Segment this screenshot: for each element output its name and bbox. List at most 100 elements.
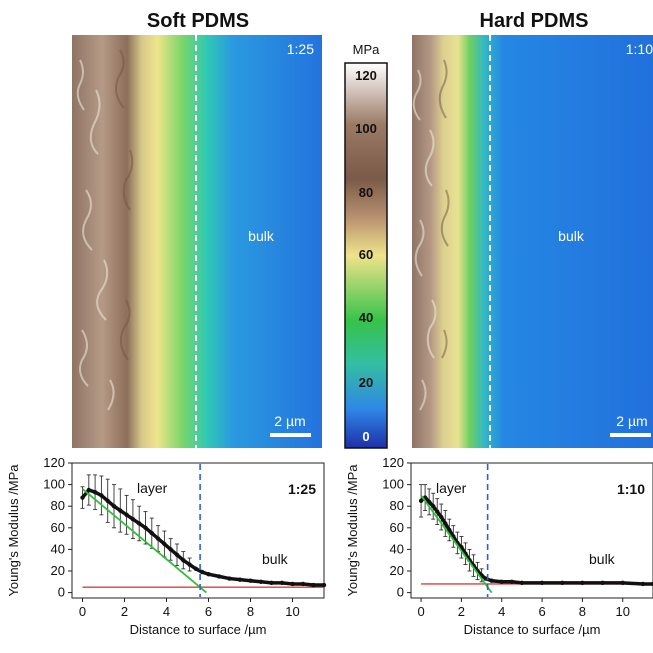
data-point [181,558,186,563]
x-tick-label: 8 [247,604,254,619]
data-point [200,569,205,575]
y-tick-label: 40 [51,541,65,556]
data-point [187,562,192,567]
x-tick-label: 2 [121,604,128,619]
plot-frame [71,462,325,599]
x-tick-label: 2 [458,604,465,619]
data-point [435,509,440,514]
data-point [143,525,148,530]
data-point [92,489,98,495]
y-tick-label: 20 [51,563,65,578]
data-point [206,572,211,577]
data-point [124,512,129,518]
data-point [118,508,123,513]
data-point [86,487,92,493]
colorbar-tick-40: 40 [359,310,373,325]
ratio-label: 1:25 [288,481,316,497]
data-point [580,580,585,586]
data-point [105,498,110,503]
x-tick-label: 0 [417,604,424,619]
data-point [418,498,424,503]
data-point [237,577,243,582]
data-point [155,536,161,541]
x-axis-label: Distance to surface /µm [130,622,267,637]
x-tick-label: 6 [538,604,545,619]
y-tick-label: 80 [390,498,404,513]
right-modulus-map: 1:10 bulk 2 µm [412,35,653,448]
data-point [149,531,154,536]
right-scale-bar-label: 2 µm [616,413,647,429]
data-point [216,574,222,579]
data-point [269,580,274,586]
data-point [174,552,180,557]
colorbar: 120 100 80 60 40 20 0 [344,62,388,449]
x-tick-label: 4 [163,604,170,619]
data-point [443,521,448,526]
y-tick-label: 20 [390,563,404,578]
left-bulk-label: bulk [248,228,275,244]
data-point [227,576,232,581]
x-tick-label: 8 [579,604,586,619]
colorbar-tick-100: 100 [355,121,377,136]
data-point [258,579,264,584]
ratio-label: 1:10 [617,481,645,497]
linear-fit-line [420,494,493,594]
data-point [509,579,515,584]
right-ratio-label: 1:10 [626,41,653,57]
left-ratio-label: 1:25 [287,41,314,57]
data-point [483,576,488,581]
data-point [620,580,625,586]
left-scale-bar-label: 2 µm [274,413,305,429]
y-tick-label: 100 [43,477,65,492]
x-tick-label: 4 [498,604,505,619]
data-point [279,580,285,586]
data-point [99,493,104,498]
colorbar-unit: MPa [353,42,381,57]
data-point [80,495,85,500]
data-point [640,581,646,587]
x-tick-label: 6 [205,604,212,619]
y-tick-label: 120 [43,455,65,470]
colorbar-tick-60: 60 [359,247,373,262]
right-modulus-profile-plot: 0 20 40 60 80 100 120 0 2 4 6 8 10 Distance to surfac… [345,455,653,637]
y-tick-label: 60 [390,520,404,535]
left-modulus-map: 1:25 bulk 2 µm [72,35,322,448]
y-tick-label: 60 [51,520,65,535]
data-point [489,578,494,583]
data-point [130,516,136,522]
data-point [137,521,142,526]
data-point [111,504,117,509]
data-point [290,581,295,587]
data-point [426,499,432,505]
data-point [248,578,253,583]
y-axis-label: Young's Modulus /MPa [6,464,21,597]
y-tick-label: 40 [390,541,404,556]
left-panel-title: Soft PDMS [147,10,249,32]
y-tick-label: 120 [382,455,404,470]
data-point [560,580,565,586]
layer-label: layer [137,480,168,496]
y-axis-label: Young's Modulus /MPa [345,464,360,597]
colorbar-tick-80: 80 [359,185,373,200]
left-modulus-profile-plot: 0 20 40 60 80 100 120 0 2 4 6 8 10 Distance to surfac… [6,455,327,637]
x-tick-label: 10 [285,604,299,619]
data-point [311,582,316,588]
bulk-label: bulk [589,551,616,567]
colorbar-tick-20: 20 [359,375,373,390]
data-point [499,579,504,584]
right-panel-title: Hard PDMS [480,10,589,32]
data-point [300,581,306,587]
data-point [600,580,605,586]
y-tick-label: 0 [58,585,65,600]
bulk-label: bulk [262,551,289,567]
y-tick-label: 100 [382,477,404,492]
data-point [650,581,653,587]
colorbar-tick-120: 120 [355,68,377,83]
data-point [162,541,167,547]
data-point [430,504,436,509]
colorbar-tick-0: 0 [362,429,369,444]
data-point [439,514,444,520]
data-point [321,582,327,588]
data-point [539,580,545,586]
